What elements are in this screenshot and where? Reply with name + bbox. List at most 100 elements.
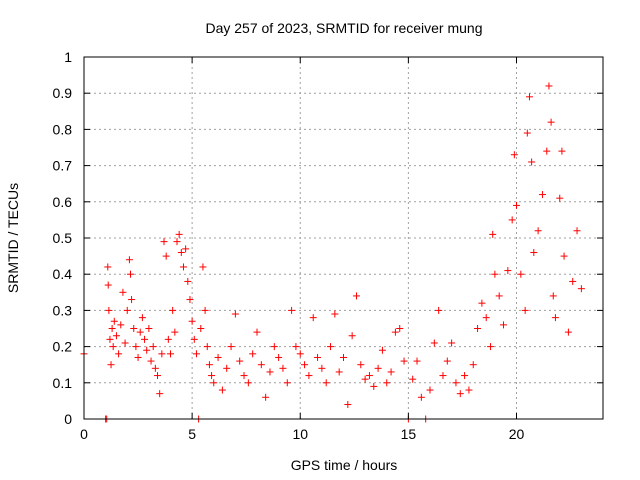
data-point xyxy=(413,357,421,365)
data-point xyxy=(374,364,382,372)
data-point xyxy=(236,357,244,365)
data-point xyxy=(378,346,386,354)
data-point xyxy=(549,292,557,300)
data-point xyxy=(164,335,172,343)
data-point xyxy=(128,296,136,304)
data-point xyxy=(270,343,278,351)
data-point xyxy=(538,191,546,199)
axis-ticks xyxy=(83,56,603,420)
data-point xyxy=(188,317,196,325)
data-point xyxy=(292,343,300,351)
data-point xyxy=(391,328,399,336)
data-markers xyxy=(80,82,585,423)
data-point xyxy=(210,379,218,387)
data-point xyxy=(417,393,425,401)
data-point xyxy=(452,379,460,387)
x-tick-label: 0 xyxy=(80,426,88,442)
data-point xyxy=(109,343,117,351)
data-point xyxy=(110,317,118,325)
data-point xyxy=(573,227,581,235)
data-point xyxy=(495,292,503,300)
data-point xyxy=(530,248,538,256)
data-point xyxy=(525,93,533,101)
x-tick-label: 10 xyxy=(292,426,308,442)
data-point xyxy=(517,270,525,278)
data-point xyxy=(305,372,313,380)
data-point xyxy=(223,364,231,372)
data-point xyxy=(143,346,151,354)
data-point xyxy=(257,361,265,369)
data-point xyxy=(253,328,261,336)
data-point xyxy=(352,292,360,300)
data-point xyxy=(134,353,142,361)
data-point xyxy=(283,379,291,387)
data-point xyxy=(125,256,133,264)
data-point xyxy=(322,379,330,387)
data-point xyxy=(461,372,469,380)
data-point xyxy=(240,372,248,380)
data-point xyxy=(560,252,568,260)
data-point xyxy=(500,321,508,329)
data-point xyxy=(513,201,520,209)
y-tick-label: 0.3 xyxy=(53,302,73,318)
data-point xyxy=(474,325,482,332)
data-point xyxy=(344,401,352,409)
data-point xyxy=(348,332,356,340)
y-tick-label: 0.9 xyxy=(53,85,73,101)
data-point xyxy=(301,361,309,369)
data-point xyxy=(192,350,200,358)
data-point xyxy=(327,343,335,351)
data-point xyxy=(482,314,490,322)
data-point xyxy=(182,245,190,253)
data-point xyxy=(361,375,369,383)
data-point xyxy=(167,350,174,358)
data-point xyxy=(173,238,181,246)
data-point xyxy=(262,393,270,401)
data-point xyxy=(197,325,205,332)
data-point xyxy=(112,332,120,340)
data-point xyxy=(279,364,287,372)
data-point xyxy=(558,147,566,155)
data-point xyxy=(357,361,365,369)
data-point xyxy=(435,306,443,314)
data-point xyxy=(158,350,166,358)
data-point xyxy=(104,281,112,289)
data-point xyxy=(151,364,159,372)
data-point xyxy=(528,158,536,166)
data-point xyxy=(545,82,553,90)
y-tick-label: 0.2 xyxy=(53,339,73,355)
y-tick-label: 1 xyxy=(64,49,72,65)
data-point xyxy=(105,306,113,314)
data-point xyxy=(169,306,177,314)
data-point xyxy=(184,277,192,285)
data-point xyxy=(145,325,153,332)
data-point xyxy=(523,129,531,137)
data-point xyxy=(383,379,391,387)
data-point xyxy=(162,252,170,260)
data-point xyxy=(156,390,164,398)
data-point xyxy=(149,343,157,351)
data-point xyxy=(154,372,162,380)
data-point xyxy=(508,216,516,224)
grid xyxy=(83,56,603,420)
data-point xyxy=(249,350,257,358)
data-point xyxy=(534,227,542,235)
data-point xyxy=(487,343,495,351)
data-point xyxy=(126,270,134,278)
data-point xyxy=(387,368,395,376)
data-point xyxy=(309,314,317,322)
data-point xyxy=(409,375,417,383)
data-point xyxy=(208,372,216,380)
data-point xyxy=(106,335,114,343)
y-tick-label: 0.1 xyxy=(53,375,73,391)
data-point xyxy=(141,335,149,343)
data-point xyxy=(214,353,222,361)
y-axis-label: SRMTID / TECUs xyxy=(5,183,21,293)
data-point xyxy=(510,151,518,159)
x-tick-label: 5 xyxy=(188,426,196,442)
data-point xyxy=(547,118,555,126)
data-point xyxy=(177,248,185,256)
y-tick-label: 0.4 xyxy=(53,266,73,282)
data-point xyxy=(478,299,486,307)
